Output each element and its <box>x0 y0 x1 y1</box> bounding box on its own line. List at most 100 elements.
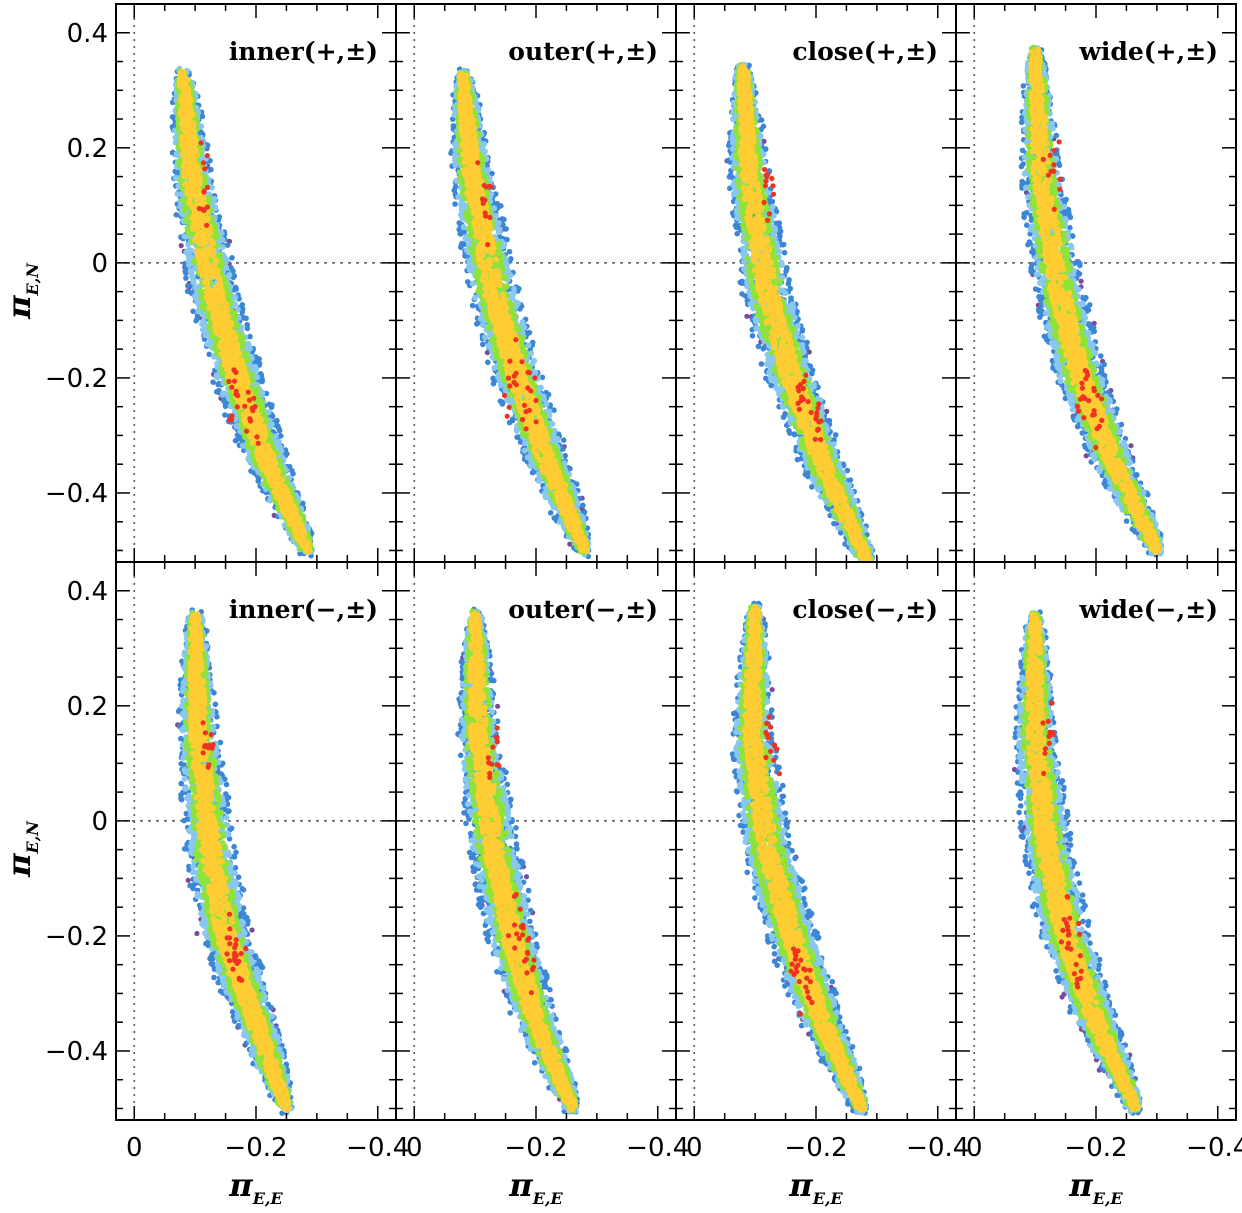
point <box>199 113 206 120</box>
point <box>280 471 287 478</box>
point <box>278 433 284 439</box>
point <box>223 400 230 406</box>
point <box>231 273 238 279</box>
point <box>184 108 191 115</box>
point <box>213 327 219 333</box>
point <box>238 357 245 364</box>
point <box>170 114 177 121</box>
best-point <box>198 140 204 146</box>
point <box>228 265 234 271</box>
point <box>177 71 184 78</box>
point <box>298 527 305 534</box>
point <box>229 346 235 353</box>
point <box>189 120 196 127</box>
point <box>247 333 253 340</box>
point <box>506 248 513 255</box>
point <box>179 186 186 192</box>
point <box>212 340 219 347</box>
point <box>287 521 294 528</box>
point <box>281 483 288 490</box>
point <box>206 195 213 202</box>
point <box>259 407 266 414</box>
point <box>236 379 243 386</box>
point <box>204 289 210 296</box>
point <box>201 279 208 285</box>
point <box>181 95 188 102</box>
point <box>290 470 296 477</box>
point <box>187 98 194 104</box>
point <box>255 478 261 484</box>
point <box>184 190 191 197</box>
point <box>180 150 186 157</box>
point <box>283 509 290 516</box>
point <box>203 227 210 234</box>
point <box>274 417 280 424</box>
point <box>179 100 186 107</box>
panel-ticks <box>116 3 396 562</box>
point <box>232 284 239 291</box>
point <box>191 293 198 300</box>
panel-points <box>116 4 396 562</box>
point <box>270 456 277 463</box>
point <box>228 321 235 328</box>
point <box>186 254 192 261</box>
point <box>298 522 305 529</box>
point <box>234 436 241 443</box>
best-point <box>251 395 257 401</box>
point <box>272 433 279 440</box>
point <box>204 215 211 222</box>
point <box>182 75 189 82</box>
point <box>260 465 267 472</box>
point <box>190 277 197 284</box>
point <box>181 81 188 88</box>
point <box>196 175 203 182</box>
point <box>209 263 216 270</box>
point <box>187 148 194 155</box>
point <box>295 517 302 524</box>
point <box>254 394 261 401</box>
best-point <box>231 378 238 384</box>
point <box>211 196 218 202</box>
point <box>220 340 227 347</box>
best-point <box>229 417 235 423</box>
point <box>189 131 196 138</box>
point <box>182 88 188 95</box>
point <box>266 450 273 457</box>
point <box>183 172 190 179</box>
point <box>239 338 246 345</box>
best-point <box>245 389 251 395</box>
point <box>218 351 225 358</box>
point <box>241 447 247 454</box>
point <box>224 366 230 373</box>
point <box>174 101 181 108</box>
point <box>209 238 215 244</box>
point <box>291 505 298 512</box>
point <box>184 181 191 188</box>
point <box>255 417 262 424</box>
point <box>202 332 209 338</box>
panel-1: inner(+,±) <box>115 3 397 563</box>
point <box>232 301 238 308</box>
point <box>200 241 207 248</box>
point <box>180 118 187 125</box>
best-point <box>201 189 207 195</box>
point <box>225 313 232 320</box>
point <box>233 423 240 430</box>
point <box>567 541 573 547</box>
point <box>267 471 274 478</box>
point <box>244 321 250 328</box>
point <box>249 371 255 378</box>
point <box>209 252 216 259</box>
point <box>234 306 241 313</box>
point <box>245 341 252 348</box>
point <box>503 226 509 232</box>
point <box>206 269 213 276</box>
point <box>206 351 212 358</box>
point <box>214 304 221 311</box>
point <box>173 212 180 218</box>
point <box>192 284 199 291</box>
point <box>272 476 279 483</box>
point <box>267 438 274 445</box>
point <box>258 423 265 430</box>
